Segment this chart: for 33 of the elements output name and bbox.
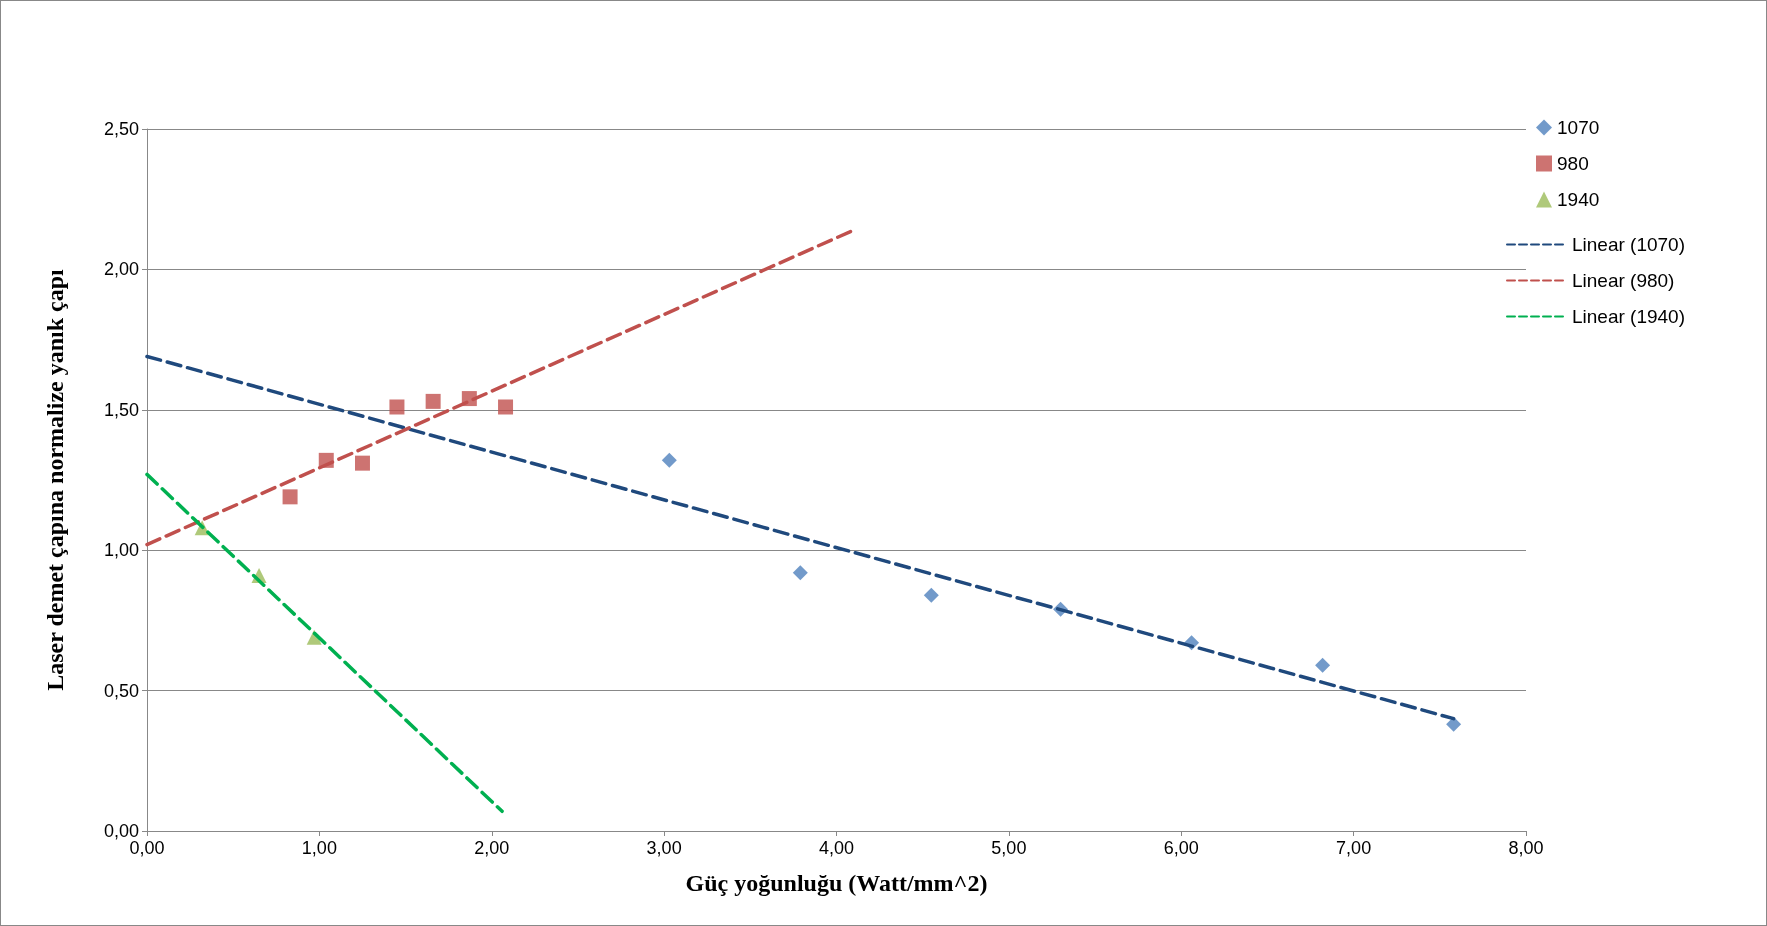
y-tick-label: 1,00: [103, 540, 139, 561]
point: [389, 399, 405, 415]
point: [792, 565, 808, 581]
y-tick-label: 1,50: [103, 399, 139, 420]
y-tick-label: 2,50: [103, 119, 139, 139]
x-tick-label: 7,00: [1336, 838, 1372, 858]
point: [498, 399, 514, 415]
legend-label: Linear (980): [1572, 270, 1675, 291]
x-tick-label: 0,00: [129, 838, 165, 858]
x-tick-label: 6,00: [1163, 838, 1199, 858]
x-axis-title: Güç yoğunluğu (Watt/mm^2): [685, 870, 988, 896]
point: [425, 393, 441, 409]
x-tick-label: 5,00: [991, 838, 1027, 858]
legend-label: 980: [1557, 153, 1589, 174]
x-tick-label: 8,00: [1508, 838, 1544, 858]
x-tick-label: 4,00: [818, 838, 855, 858]
point: [1315, 657, 1331, 673]
y-axis-title: Laser demet çapına normalize yanık çapı: [42, 268, 68, 691]
legend-label: 1070: [1557, 117, 1600, 138]
point: [354, 455, 370, 471]
x-tick-label: 1,00: [301, 838, 337, 858]
point: [282, 489, 298, 505]
x-tick-label: 2,00: [474, 838, 510, 858]
legend-label: 1940: [1557, 189, 1600, 210]
x-tick-label: 3,00: [646, 838, 682, 858]
y-tick-label: 2,00: [103, 259, 139, 280]
point: [1446, 716, 1462, 732]
y-tick-label: 0,00: [103, 821, 139, 841]
point: [661, 452, 677, 468]
point: [923, 587, 939, 603]
legend-label: Linear (1940): [1572, 306, 1686, 327]
y-tick-label: 0,50: [103, 680, 139, 701]
legend-label: Linear (1070): [1572, 234, 1686, 255]
